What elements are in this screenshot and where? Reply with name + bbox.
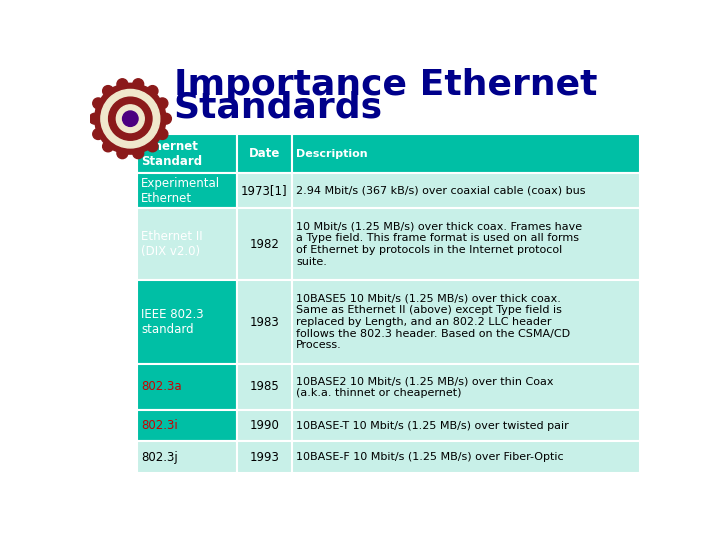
Bar	[238, 363, 292, 410]
Circle shape	[157, 98, 168, 109]
Circle shape	[132, 79, 144, 90]
Text: 10BASE-T 10 Mbit/s (1.25 MB/s) over twisted pair: 10BASE-T 10 Mbit/s (1.25 MB/s) over twis…	[296, 421, 569, 431]
Circle shape	[147, 86, 158, 97]
Text: 802.3a: 802.3a	[141, 380, 181, 393]
Bar	[137, 441, 238, 473]
Text: 10 Mbit/s (1.25 MB/s) over thick coax. Frames have
a Type field. This frame form: 10 Mbit/s (1.25 MB/s) over thick coax. F…	[296, 222, 582, 267]
Text: Importance Ethernet: Importance Ethernet	[174, 68, 597, 102]
Circle shape	[103, 141, 114, 152]
Text: 1985: 1985	[250, 380, 279, 393]
Bar	[238, 134, 292, 173]
Circle shape	[109, 97, 152, 140]
Bar	[292, 134, 640, 173]
Text: 1993: 1993	[249, 451, 279, 464]
Text: 802.3i: 802.3i	[141, 419, 178, 432]
Bar	[292, 208, 640, 280]
Circle shape	[157, 129, 168, 139]
Text: 1983: 1983	[250, 315, 279, 328]
Bar	[292, 173, 640, 208]
Circle shape	[117, 79, 127, 90]
Bar	[137, 410, 238, 441]
Text: 10BASE2 10 Mbit/s (1.25 MB/s) over thin Coax
(a.k.a. thinnet or cheapernet): 10BASE2 10 Mbit/s (1.25 MB/s) over thin …	[296, 376, 554, 397]
Text: 1990: 1990	[249, 419, 279, 432]
Bar	[292, 280, 640, 363]
Circle shape	[93, 98, 104, 109]
Text: IEEE 802.3
standard: IEEE 802.3 standard	[141, 308, 204, 336]
Bar	[238, 441, 292, 473]
Text: Description: Description	[296, 148, 368, 159]
Circle shape	[101, 90, 160, 148]
Text: 802.3j: 802.3j	[141, 451, 178, 464]
Bar	[238, 410, 292, 441]
Bar	[292, 363, 640, 410]
Circle shape	[93, 129, 104, 139]
Circle shape	[132, 148, 144, 159]
Bar	[292, 441, 640, 473]
Text: 1973[1]: 1973[1]	[241, 184, 288, 197]
Text: 1982: 1982	[249, 238, 279, 251]
Text: Experimental
Ethernet: Experimental Ethernet	[141, 177, 220, 205]
Circle shape	[89, 113, 100, 124]
Text: 2.94 Mbit/s (367 kB/s) over coaxial cable (coax) bus: 2.94 Mbit/s (367 kB/s) over coaxial cabl…	[296, 186, 585, 195]
Text: Ethernet II
(DIX v2.0): Ethernet II (DIX v2.0)	[141, 230, 203, 258]
Circle shape	[161, 113, 171, 124]
Bar	[238, 208, 292, 280]
Text: 10BASE-F 10 Mbit/s (1.25 MB/s) over Fiber-Optic: 10BASE-F 10 Mbit/s (1.25 MB/s) over Fibe…	[296, 452, 564, 462]
Circle shape	[103, 86, 114, 97]
Circle shape	[117, 148, 127, 159]
Bar	[238, 280, 292, 363]
Text: Standards: Standards	[174, 91, 383, 125]
Circle shape	[117, 105, 144, 132]
Bar	[137, 173, 238, 208]
Text: Ethernet
Standard: Ethernet Standard	[141, 139, 202, 167]
Text: Date: Date	[248, 147, 280, 160]
Circle shape	[122, 111, 138, 126]
Bar	[137, 280, 238, 363]
Text: 10BASE5 10 Mbit/s (1.25 MB/s) over thick coax.
Same as Ethernet II (above) excep: 10BASE5 10 Mbit/s (1.25 MB/s) over thick…	[296, 294, 570, 350]
Bar	[292, 410, 640, 441]
Bar	[137, 134, 238, 173]
Bar	[137, 363, 238, 410]
Bar	[238, 173, 292, 208]
Circle shape	[94, 83, 166, 154]
Bar	[137, 208, 238, 280]
Circle shape	[147, 141, 158, 152]
